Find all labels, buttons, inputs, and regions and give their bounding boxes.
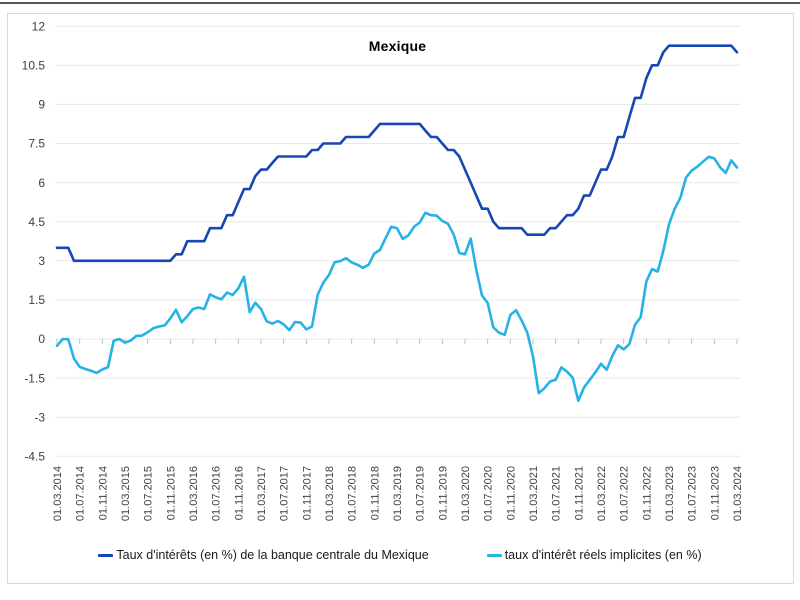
x-axis-tick-label: 01.03.2021: [528, 466, 540, 521]
y-axis-tick-label: -3: [34, 410, 45, 424]
chart-frame: [7, 13, 794, 584]
real-rate-line-swatch: [486, 553, 502, 557]
x-axis-tick-label: 01.07.2017: [279, 466, 291, 521]
x-axis-tick-label: 01.11.2016: [233, 466, 245, 520]
x-axis-tick-label: 01.07.2021: [551, 466, 563, 521]
x-axis-tick-label: 01.03.2017: [256, 466, 268, 521]
x-axis-tick-label: 01.07.2016: [211, 466, 223, 521]
y-axis-tick-label: 1.5: [28, 293, 45, 307]
x-axis-tick-label: 01.03.2018: [324, 466, 336, 521]
x-axis-tick-label: 01.07.2022: [619, 466, 631, 521]
x-axis-tick-label: 01.03.2019: [392, 466, 404, 521]
x-axis-tick-label: 01.07.2014: [75, 466, 87, 521]
x-axis-tick-label: 01.07.2020: [483, 466, 495, 521]
legend-item-real-rate: taux d'intérêt réels implicites (en %): [486, 548, 702, 562]
y-axis-tick-label: 9: [38, 98, 45, 112]
y-axis-tick-label: -4.5: [24, 450, 45, 464]
y-axis-tick-label: 4.5: [28, 215, 45, 229]
y-axis-tick-label: 0: [38, 332, 45, 346]
x-axis-tick-label: 01.07.2019: [415, 466, 427, 521]
x-axis-tick-label: 01.11.2015: [165, 466, 177, 520]
y-axis-tick-label: 6: [38, 176, 45, 190]
x-axis-tick-label: 01.03.2022: [596, 466, 608, 521]
policy-rate-line-swatch: [98, 553, 114, 557]
x-axis-tick-label: 01.11.2020: [505, 466, 517, 520]
x-axis-tick-label: 01.07.2018: [347, 466, 359, 521]
y-axis-tick-label: 7.5: [28, 137, 45, 151]
x-axis-tick-label: 01.03.2014: [52, 466, 64, 521]
x-axis-tick-label: 01.11.2022: [641, 466, 653, 520]
y-axis-tick-label: 12: [32, 19, 46, 33]
legend-label: taux d'intérêt réels implicites (en %): [504, 548, 702, 562]
x-axis-tick-label: 01.03.2016: [188, 466, 200, 521]
legend-item-policy-rate: Taux d'intérêts (en %) de la banque cent…: [98, 548, 429, 562]
real-rate-line: [55, 155, 739, 403]
x-axis-tick-label: 01.03.2015: [120, 466, 132, 521]
top-edge-line: [0, 2, 800, 4]
x-axis-tick-label: 01.11.2018: [369, 466, 381, 520]
chart-legend: Taux d'intérêts (en %) de la banque cent…: [0, 544, 800, 566]
y-axis-tick-label: -1.5: [24, 371, 45, 385]
x-axis-tick-label: 01.03.2024: [732, 466, 744, 521]
y-axis-tick-label: 3: [38, 254, 45, 268]
policy-rate-line: [55, 44, 739, 263]
legend-label: Taux d'intérêts (en %) de la banque cent…: [116, 548, 429, 562]
x-axis-tick-label: 01.11.2014: [97, 466, 109, 520]
x-axis-tick-label: 01.07.2023: [687, 466, 699, 521]
x-axis-tick-label: 01.03.2023: [664, 466, 676, 521]
x-axis-tick-label: 01.11.2023: [709, 466, 721, 520]
x-axis-tick-label: 01.07.2015: [143, 466, 155, 521]
x-axis-tick-label: 01.11.2017: [301, 466, 313, 520]
chart-title: Mexique: [368, 38, 427, 54]
x-axis-tick-label: 01.03.2020: [460, 466, 472, 521]
x-axis-tick-label: 01.11.2019: [437, 466, 449, 520]
y-axis-tick-label: 10.5: [22, 58, 46, 72]
x-axis-tick-label: 01.11.2021: [573, 466, 585, 520]
